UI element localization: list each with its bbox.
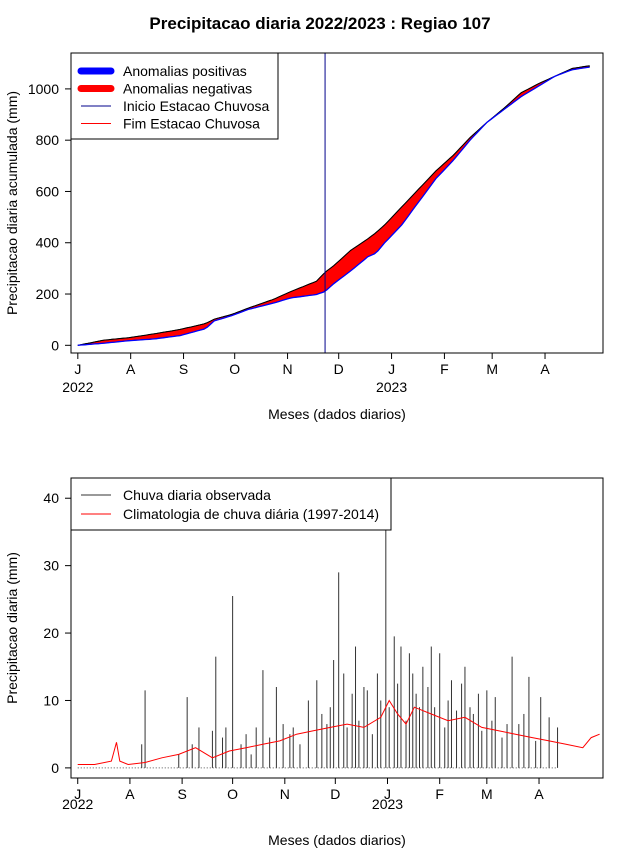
daily-axes: 0 10 20 30 40 J A S O N D J F M A 2022 2023 Meses (dados … (4, 477, 604, 848)
x-tick-label: O (229, 361, 240, 377)
x-tick-label: F (440, 361, 449, 377)
y-tick-label: 200 (36, 286, 60, 302)
daily-legend: Chuva diaria observada Climatologia de ch… (70, 477, 392, 531)
anomaly-area-layer (77, 53, 590, 353)
x-tick-label: J (388, 361, 395, 377)
x-tick-label: N (282, 361, 292, 377)
legend-box (70, 477, 392, 531)
x-tick-label: F (435, 786, 444, 802)
legend-label: Inicio Estacao Chuvosa (123, 98, 270, 114)
y-tick-label: 400 (36, 235, 60, 251)
x-tick-label: A (540, 361, 550, 377)
accumulated-axes: 0 200 400 600 800 1000 J A S O N D J F M A 2022 2023 Meses… (4, 52, 604, 422)
accumulated-legend: Anomalias positivas Anomalias negativasIn… (70, 52, 279, 140)
year-label: 2023 (372, 796, 403, 812)
x-tick-label: O (227, 786, 238, 802)
x-tick-label: J (384, 786, 391, 802)
x-tick-label: M (481, 786, 493, 802)
x-tick-label: J (74, 786, 81, 802)
y-tick-label: 10 (43, 692, 59, 708)
y-tick-label: 0 (51, 337, 59, 353)
x-tick-label: S (179, 361, 188, 377)
y-tick-label: 30 (43, 558, 59, 574)
year-label: 2022 (62, 796, 93, 812)
y-tick-label: 800 (36, 132, 60, 148)
legend-label: Chuva diaria observada (123, 487, 271, 503)
accumulated-chart: 0 200 400 600 800 1000 J A S O N D J F M A 2022 2023 Meses… (4, 52, 604, 422)
legend-label: Fim Estacao Chuvosa (123, 116, 260, 132)
x-axis-label: Meses (dados diarios) (268, 406, 406, 422)
y-tick-label: 1000 (28, 81, 59, 97)
x-tick-label: A (125, 786, 135, 802)
x-tick-label: D (334, 361, 344, 377)
x-tick-label: D (330, 786, 340, 802)
y-axis-label: Precipitacao diaria (mm) (4, 552, 20, 704)
y-tick-label: 600 (36, 183, 60, 199)
page-title: Precipitacao diaria 2022/2023 : Regiao 1… (149, 14, 491, 33)
year-label: 2022 (62, 379, 93, 395)
year-label: 2023 (376, 379, 407, 395)
x-axis-label: Meses (dados diarios) (268, 832, 406, 848)
x-tick-label: A (126, 361, 136, 377)
y-tick-label: 0 (51, 760, 59, 776)
plot-frame (70, 52, 604, 354)
observed-accumulated-line (77, 66, 590, 346)
y-tick-label: 40 (43, 490, 59, 506)
daily-bars-layer (77, 491, 600, 769)
climatology-accumulated-line (77, 65, 590, 346)
legend-box (70, 52, 279, 140)
x-tick-label: A (534, 786, 544, 802)
legend-label: Anomalias negativas (123, 81, 252, 97)
y-tick-label: 20 (43, 625, 59, 641)
legend-label: Climatologia de chuva diária (1997-2014) (123, 506, 379, 522)
y-axis-label: Precipitacao diaria acumulada (mm) (4, 91, 20, 315)
x-tick-label: N (280, 786, 290, 802)
x-tick-label: J (74, 361, 81, 377)
legend-label: Anomalias positivas (123, 63, 247, 79)
x-tick-label: S (177, 786, 186, 802)
climatology-daily-line (77, 699, 600, 766)
x-tick-label: M (486, 361, 498, 377)
